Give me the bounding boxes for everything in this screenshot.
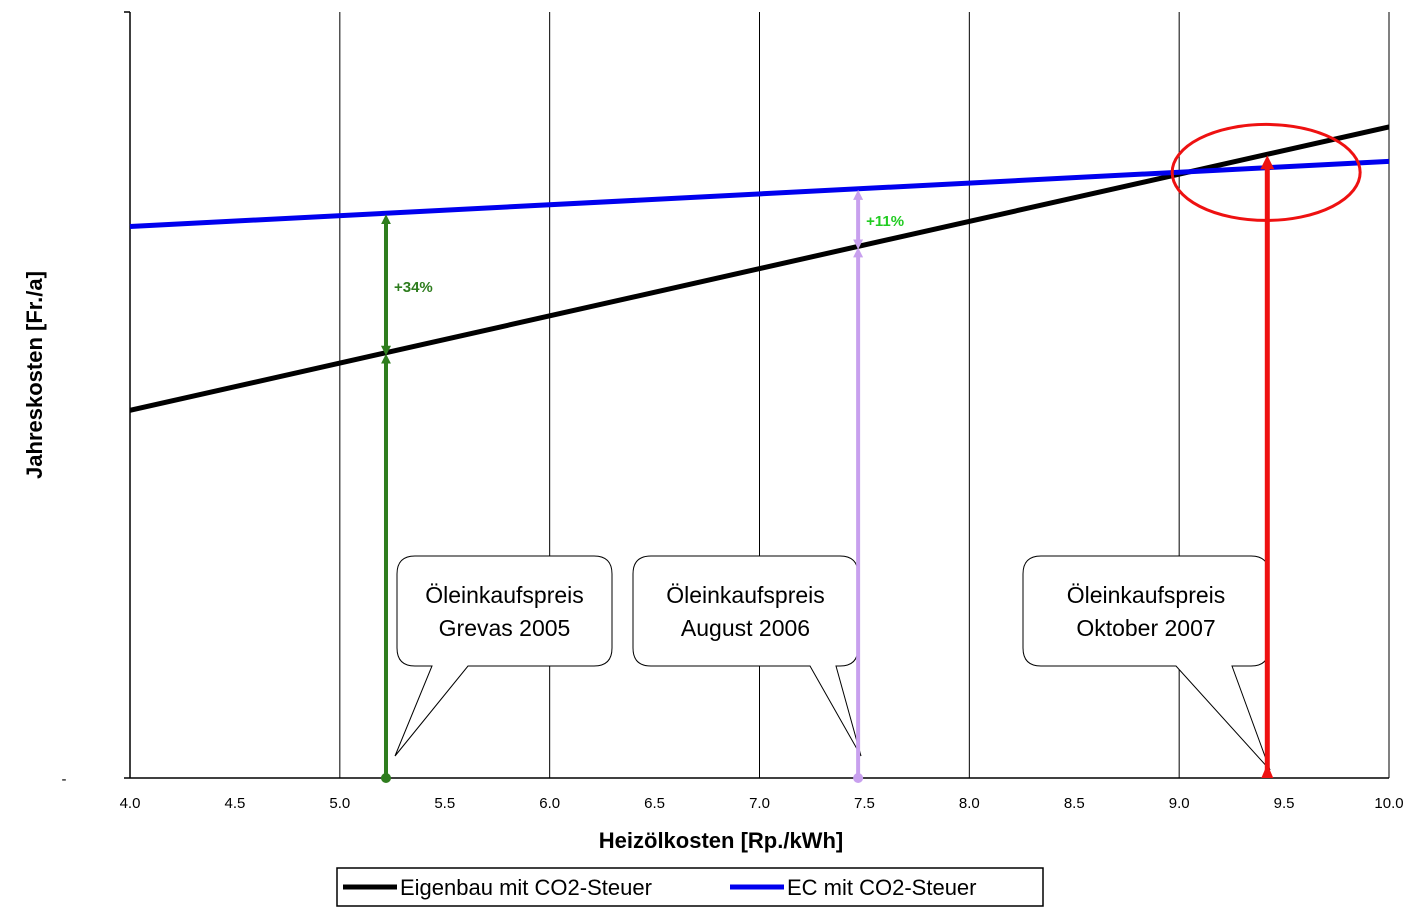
x-tick-label: 5.5 bbox=[434, 795, 455, 812]
marker-base-dot bbox=[853, 773, 863, 783]
callout-text: Oktober 2007 bbox=[1076, 615, 1215, 641]
x-tick-label: 4.0 bbox=[120, 795, 141, 812]
x-axis-title: Heizölkosten [Rp./kWh] bbox=[599, 828, 843, 853]
x-tick-label: 8.5 bbox=[1064, 795, 1085, 812]
x-tick-label: 6.0 bbox=[539, 795, 560, 812]
x-tick-label: 7.5 bbox=[854, 795, 875, 812]
x-tick-label: 4.5 bbox=[224, 795, 245, 812]
legend-label-ec: EC mit CO2-Steuer bbox=[787, 875, 977, 900]
y-axis-title: Jahreskosten [Fr./a] bbox=[22, 271, 47, 479]
x-tick-label: 7.0 bbox=[749, 795, 770, 812]
x-tick-label: 5.0 bbox=[329, 795, 350, 812]
marker-base-tip bbox=[1261, 764, 1273, 778]
callouts: Öleinkaufspreis Grevas 2005 Öleinkaufsprei… bbox=[395, 556, 1270, 770]
pct-label: +34% bbox=[394, 279, 433, 296]
callout-text: Öleinkaufspreis bbox=[666, 582, 825, 608]
legend-label-eigenbau: Eigenbau mit CO2-Steuer bbox=[400, 875, 652, 900]
pct-label: +11% bbox=[866, 213, 904, 230]
callout-text: Öleinkaufspreis bbox=[1067, 582, 1226, 608]
y-tick-label: - bbox=[62, 771, 67, 788]
legend: Eigenbau mit CO2-Steuer EC mit CO2-Steue… bbox=[337, 868, 1043, 906]
marker-base-dot bbox=[381, 773, 391, 783]
callout-text: August 2006 bbox=[681, 615, 810, 641]
callout-text: Grevas 2005 bbox=[439, 615, 571, 641]
x-tick-label: 6.5 bbox=[644, 795, 665, 812]
x-tick-label: 9.5 bbox=[1274, 795, 1295, 812]
y-tick-labels: - bbox=[62, 771, 67, 788]
x-tick-label: 9.0 bbox=[1169, 795, 1190, 812]
callout-text: Öleinkaufspreis bbox=[425, 582, 584, 608]
x-tick-label: 10.0 bbox=[1374, 795, 1403, 812]
x-tick-label: 8.0 bbox=[959, 795, 980, 812]
x-tick-labels: 4.0 4.5 5.0 5.5 6.0 6.5 7.0 7.5 8.0 8.5 9.0 9.5 10.0 bbox=[120, 795, 1404, 812]
